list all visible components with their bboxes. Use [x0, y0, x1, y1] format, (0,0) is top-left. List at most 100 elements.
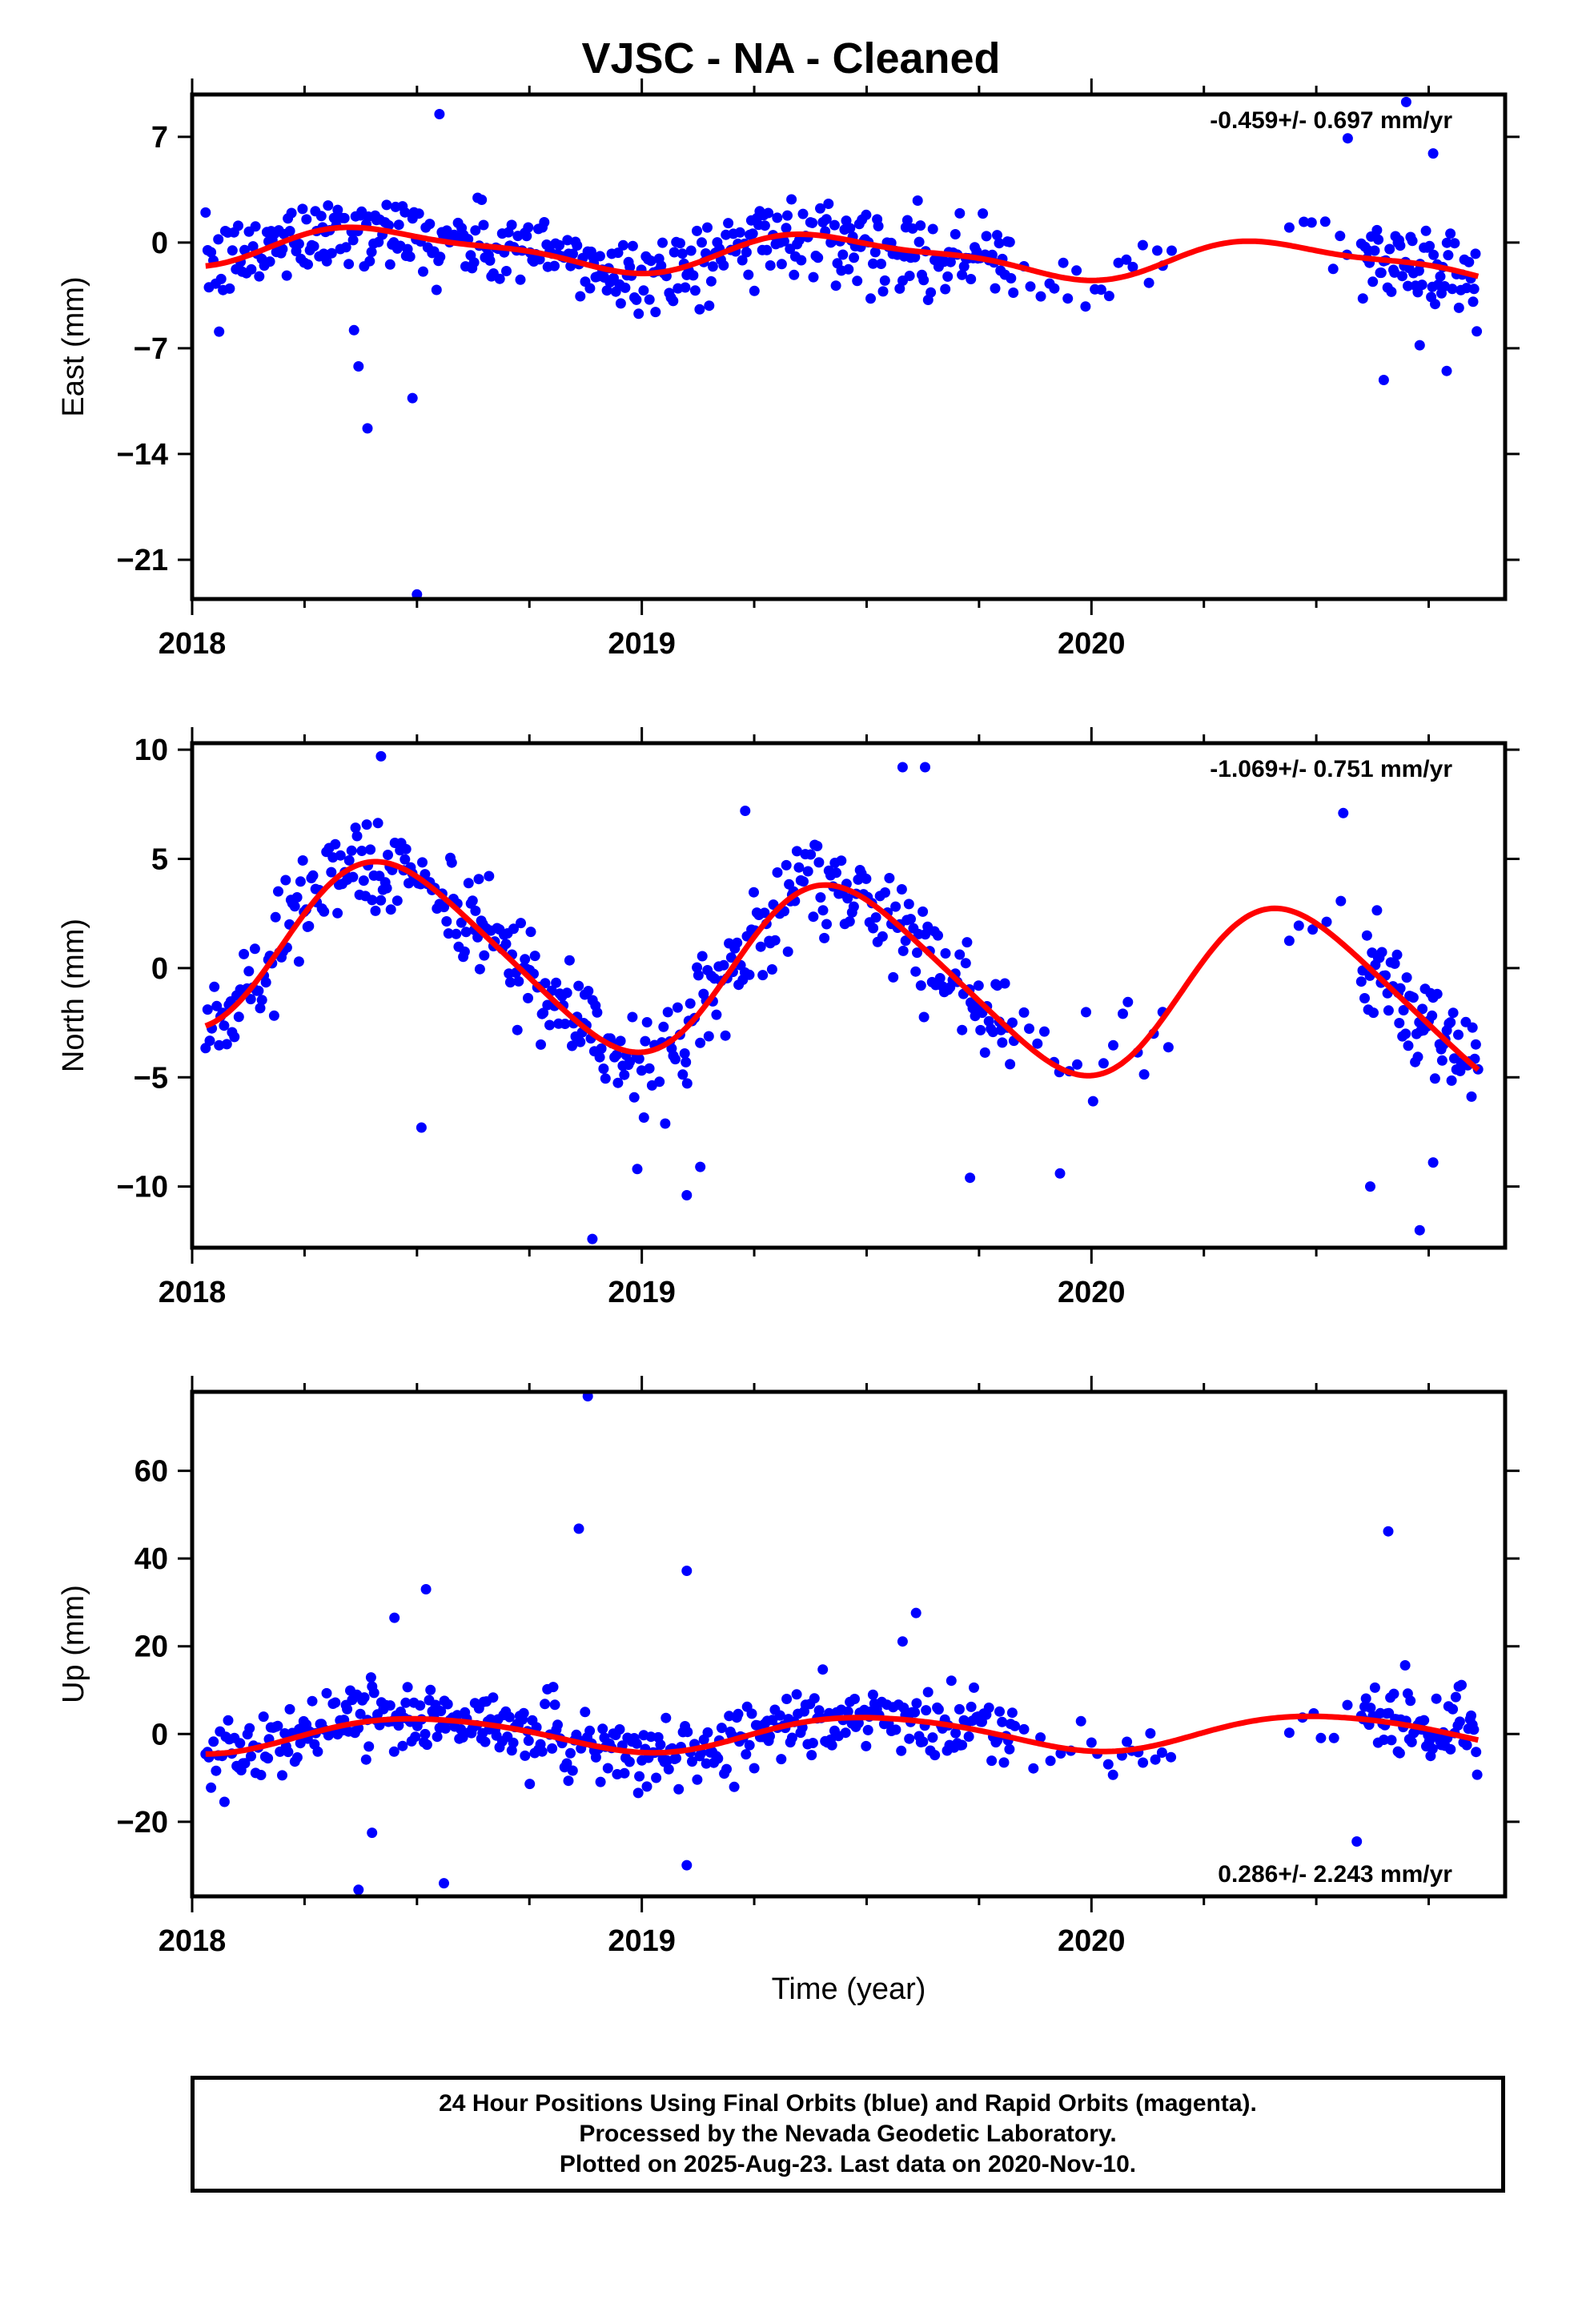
- up-data-point: [573, 1523, 584, 1534]
- east-data-point: [1006, 273, 1017, 283]
- east-data-point: [808, 271, 819, 283]
- north-data-point: [755, 941, 766, 952]
- up-data-point: [420, 1584, 432, 1594]
- east-data-point: [1424, 240, 1435, 251]
- east-data-point: [1004, 236, 1015, 247]
- up-data-point: [552, 1719, 563, 1731]
- up-data-point: [397, 1740, 408, 1751]
- east-y-tick-label: 7: [151, 121, 168, 155]
- east-data-point: [277, 243, 288, 255]
- north-data-point: [1032, 1038, 1043, 1049]
- east-data-point: [1435, 271, 1446, 282]
- north-data-point: [293, 956, 304, 967]
- east-data-point: [1049, 283, 1060, 294]
- up-data-point: [927, 1732, 938, 1743]
- north-data-point: [204, 1035, 215, 1047]
- up-data-point: [896, 1745, 907, 1756]
- east-data-point: [617, 239, 628, 251]
- up-data-point: [806, 1750, 817, 1761]
- north-data-point: [400, 843, 412, 854]
- east-x-tick-label: 2019: [608, 627, 676, 661]
- east-data-point: [1025, 281, 1036, 292]
- north-data-point: [1427, 1010, 1438, 1021]
- north-data-point: [870, 912, 881, 923]
- east-data-point: [723, 218, 734, 229]
- east-data-point: [778, 235, 789, 247]
- footer-box: 24 Hour Positions Using Final Orbits (bl…: [191, 2076, 1505, 2193]
- north-data-point: [598, 1063, 609, 1074]
- north-data-point: [544, 1019, 555, 1031]
- east-data-point: [506, 219, 517, 231]
- up-data-point: [1383, 1526, 1394, 1537]
- east-data-point: [227, 245, 238, 256]
- east-data-point: [978, 208, 989, 219]
- east-data-point: [945, 256, 956, 267]
- up-data-point: [842, 1706, 853, 1717]
- north-data-point: [1453, 1029, 1464, 1040]
- up-data-point: [279, 1728, 291, 1739]
- east-data-point: [568, 248, 578, 259]
- up-data-point: [1156, 1747, 1167, 1758]
- north-data-point: [695, 1161, 706, 1172]
- north-data-point: [917, 906, 929, 917]
- up-data-point: [641, 1781, 652, 1792]
- east-data-point: [1335, 231, 1346, 242]
- up-data-point: [966, 1701, 977, 1712]
- up-data-point: [410, 1731, 421, 1743]
- up-data-point: [1456, 1679, 1467, 1691]
- east-data-point: [680, 282, 691, 293]
- north-data-point: [330, 838, 341, 850]
- north-data-point: [1403, 1040, 1414, 1051]
- east-data-point: [435, 251, 446, 263]
- east-data-point: [1357, 293, 1368, 304]
- east-data-point: [954, 207, 966, 219]
- up-data-point: [1447, 1703, 1459, 1715]
- east-data-point: [1375, 267, 1387, 279]
- up-data-point: [211, 1765, 222, 1776]
- up-data-point: [619, 1767, 630, 1779]
- north-data-point: [1446, 1075, 1457, 1086]
- east-data-point: [364, 255, 375, 267]
- north-data-point: [346, 845, 357, 856]
- north-data-point: [868, 923, 879, 934]
- north-data-point: [1338, 807, 1349, 818]
- east-data-point: [1384, 243, 1395, 255]
- up-data-point: [1388, 1688, 1399, 1699]
- east-data-point: [668, 296, 679, 307]
- up-data-point: [986, 1755, 998, 1767]
- up-data-point: [791, 1689, 802, 1700]
- north-data-point: [697, 951, 708, 962]
- east-data-point: [741, 247, 752, 258]
- up-data-point: [244, 1723, 255, 1734]
- east-data-point: [239, 244, 250, 255]
- north-data-point: [819, 932, 830, 943]
- up-data-point: [983, 1703, 994, 1713]
- up-data-point: [957, 1739, 968, 1751]
- north-data-point: [1307, 924, 1319, 935]
- north-data-point: [1361, 930, 1372, 941]
- east-data-point: [549, 260, 560, 271]
- north-data-point: [1368, 1007, 1379, 1019]
- north-fit-line: [204, 858, 1480, 1079]
- east-data-point: [1327, 263, 1339, 275]
- east-data-point: [942, 271, 954, 282]
- up-data-point: [807, 1738, 818, 1748]
- north-data-point: [463, 878, 474, 889]
- north-data-point: [954, 949, 966, 960]
- up-data-point: [506, 1745, 517, 1756]
- up-data-point: [716, 1723, 727, 1734]
- north-data-point: [791, 846, 802, 857]
- north-data-point: [295, 876, 306, 887]
- north-data-point: [1054, 1168, 1066, 1179]
- north-data-point: [516, 918, 526, 929]
- up-y-tick-label: 20: [135, 1630, 168, 1664]
- north-data-point: [757, 970, 769, 981]
- up-data-point: [1315, 1732, 1327, 1743]
- up-data-point: [671, 1753, 681, 1763]
- north-data-point: [880, 887, 890, 898]
- north-data-point: [385, 904, 396, 915]
- up-data-point: [997, 1716, 1008, 1727]
- north-data-point: [383, 850, 393, 860]
- east-data-point: [612, 247, 624, 259]
- east-data-point: [534, 254, 545, 265]
